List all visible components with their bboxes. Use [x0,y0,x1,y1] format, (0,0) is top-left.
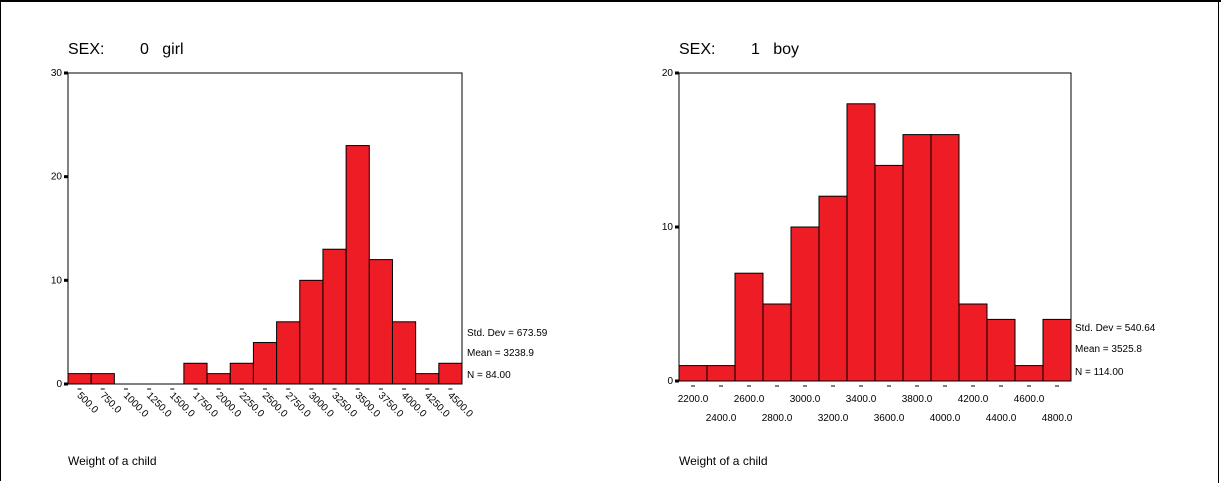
x-tick-label: 500.0 [74,390,100,416]
bar [67,373,92,385]
x-tick-label: 4400.0 [986,413,1017,424]
bar [902,134,932,382]
y-ticks-girl: 0 10 20 30 [51,68,68,390]
bar [90,373,115,385]
y-tick-label: 20 [662,68,674,79]
bar [762,303,792,382]
bar [846,103,876,382]
bars-girl [67,145,463,385]
bar [734,272,764,382]
panel-title-girl: SEX: 0 girl [68,41,184,58]
x-tick-label: 4500.0 [445,390,475,420]
bar [368,259,393,385]
bar [391,321,417,385]
x-tick-label: 3200.0 [818,413,849,424]
x-tick-label: 3800.0 [902,394,933,405]
bar [1014,365,1044,382]
x-tick-label: 2800.0 [762,413,793,424]
y-tick-label: 10 [662,222,674,233]
histogram-boy: SEX: 1 boy 0 10 20 2200.0 2400.0 2600.0 2800.… [662,41,1156,468]
bar [818,195,848,382]
bar [678,365,708,382]
stat-n-boy: N = 114.00 [1075,367,1124,378]
x-tick-label: 2600.0 [734,394,765,405]
bar [706,365,736,382]
x-tick-label: 3400.0 [846,394,877,405]
stat-mean-boy: Mean = 3525.8 [1075,344,1142,355]
panel-title-boy: SEX: 1 boy [679,41,799,58]
y-tick-label: 10 [51,275,63,286]
stat-stddev-girl: Std. Dev = 673.59 [467,328,548,339]
x-tick-label: 4800.0 [1042,413,1073,424]
y-tick-label: 30 [51,68,63,79]
bar [438,362,463,385]
x-tick-label: 3600.0 [874,413,905,424]
stat-stddev-boy: Std. Dev = 540.64 [1075,323,1156,334]
x-tick-label: 4600.0 [1014,394,1045,405]
x-tick-label: 3000.0 [790,394,821,405]
bar [183,362,208,385]
bar [206,373,231,385]
x-ticks-girl: 500.0750.01000.01250.01500.01750.02000.0… [74,388,475,420]
bar [415,373,440,385]
bar [322,248,347,385]
stat-mean-girl: Mean = 3238.9 [467,348,534,359]
bar [276,321,301,385]
bar [229,362,254,385]
stat-n-girl: N = 84.00 [467,370,511,381]
y-ticks-boy: 0 10 20 [662,68,679,387]
bar [1042,318,1072,382]
bar [252,342,278,385]
bar [958,303,988,382]
bar [790,226,820,382]
x-tick-label: 4200.0 [958,394,989,405]
bar [345,145,370,385]
bars-boy [678,103,1072,382]
histogram-girl: SEX: 0 girl 0 10 20 30 500.0750.01000.01250… [51,41,548,468]
bar [874,164,904,382]
y-tick-label: 0 [56,379,62,390]
bar [299,279,324,385]
plot-area-girl [67,72,463,385]
x-axis-label-boy: Weight of a child [679,454,768,468]
bar [986,318,1016,382]
x-ticks-boy: 2200.0 2400.0 2600.0 2800.0 3000.0 3200.0 3400… [678,385,1073,424]
frame-right-border [1218,0,1219,483]
x-tick-label: 2200.0 [678,394,709,405]
bar [930,134,960,382]
x-tick-label: 750.0 [98,390,124,416]
x-axis-label-girl: Weight of a child [68,454,157,468]
y-tick-label: 20 [51,172,63,183]
x-tick-label: 2400.0 [706,413,737,424]
y-tick-label: 0 [667,376,673,387]
x-tick-label: 4000.0 [930,413,961,424]
